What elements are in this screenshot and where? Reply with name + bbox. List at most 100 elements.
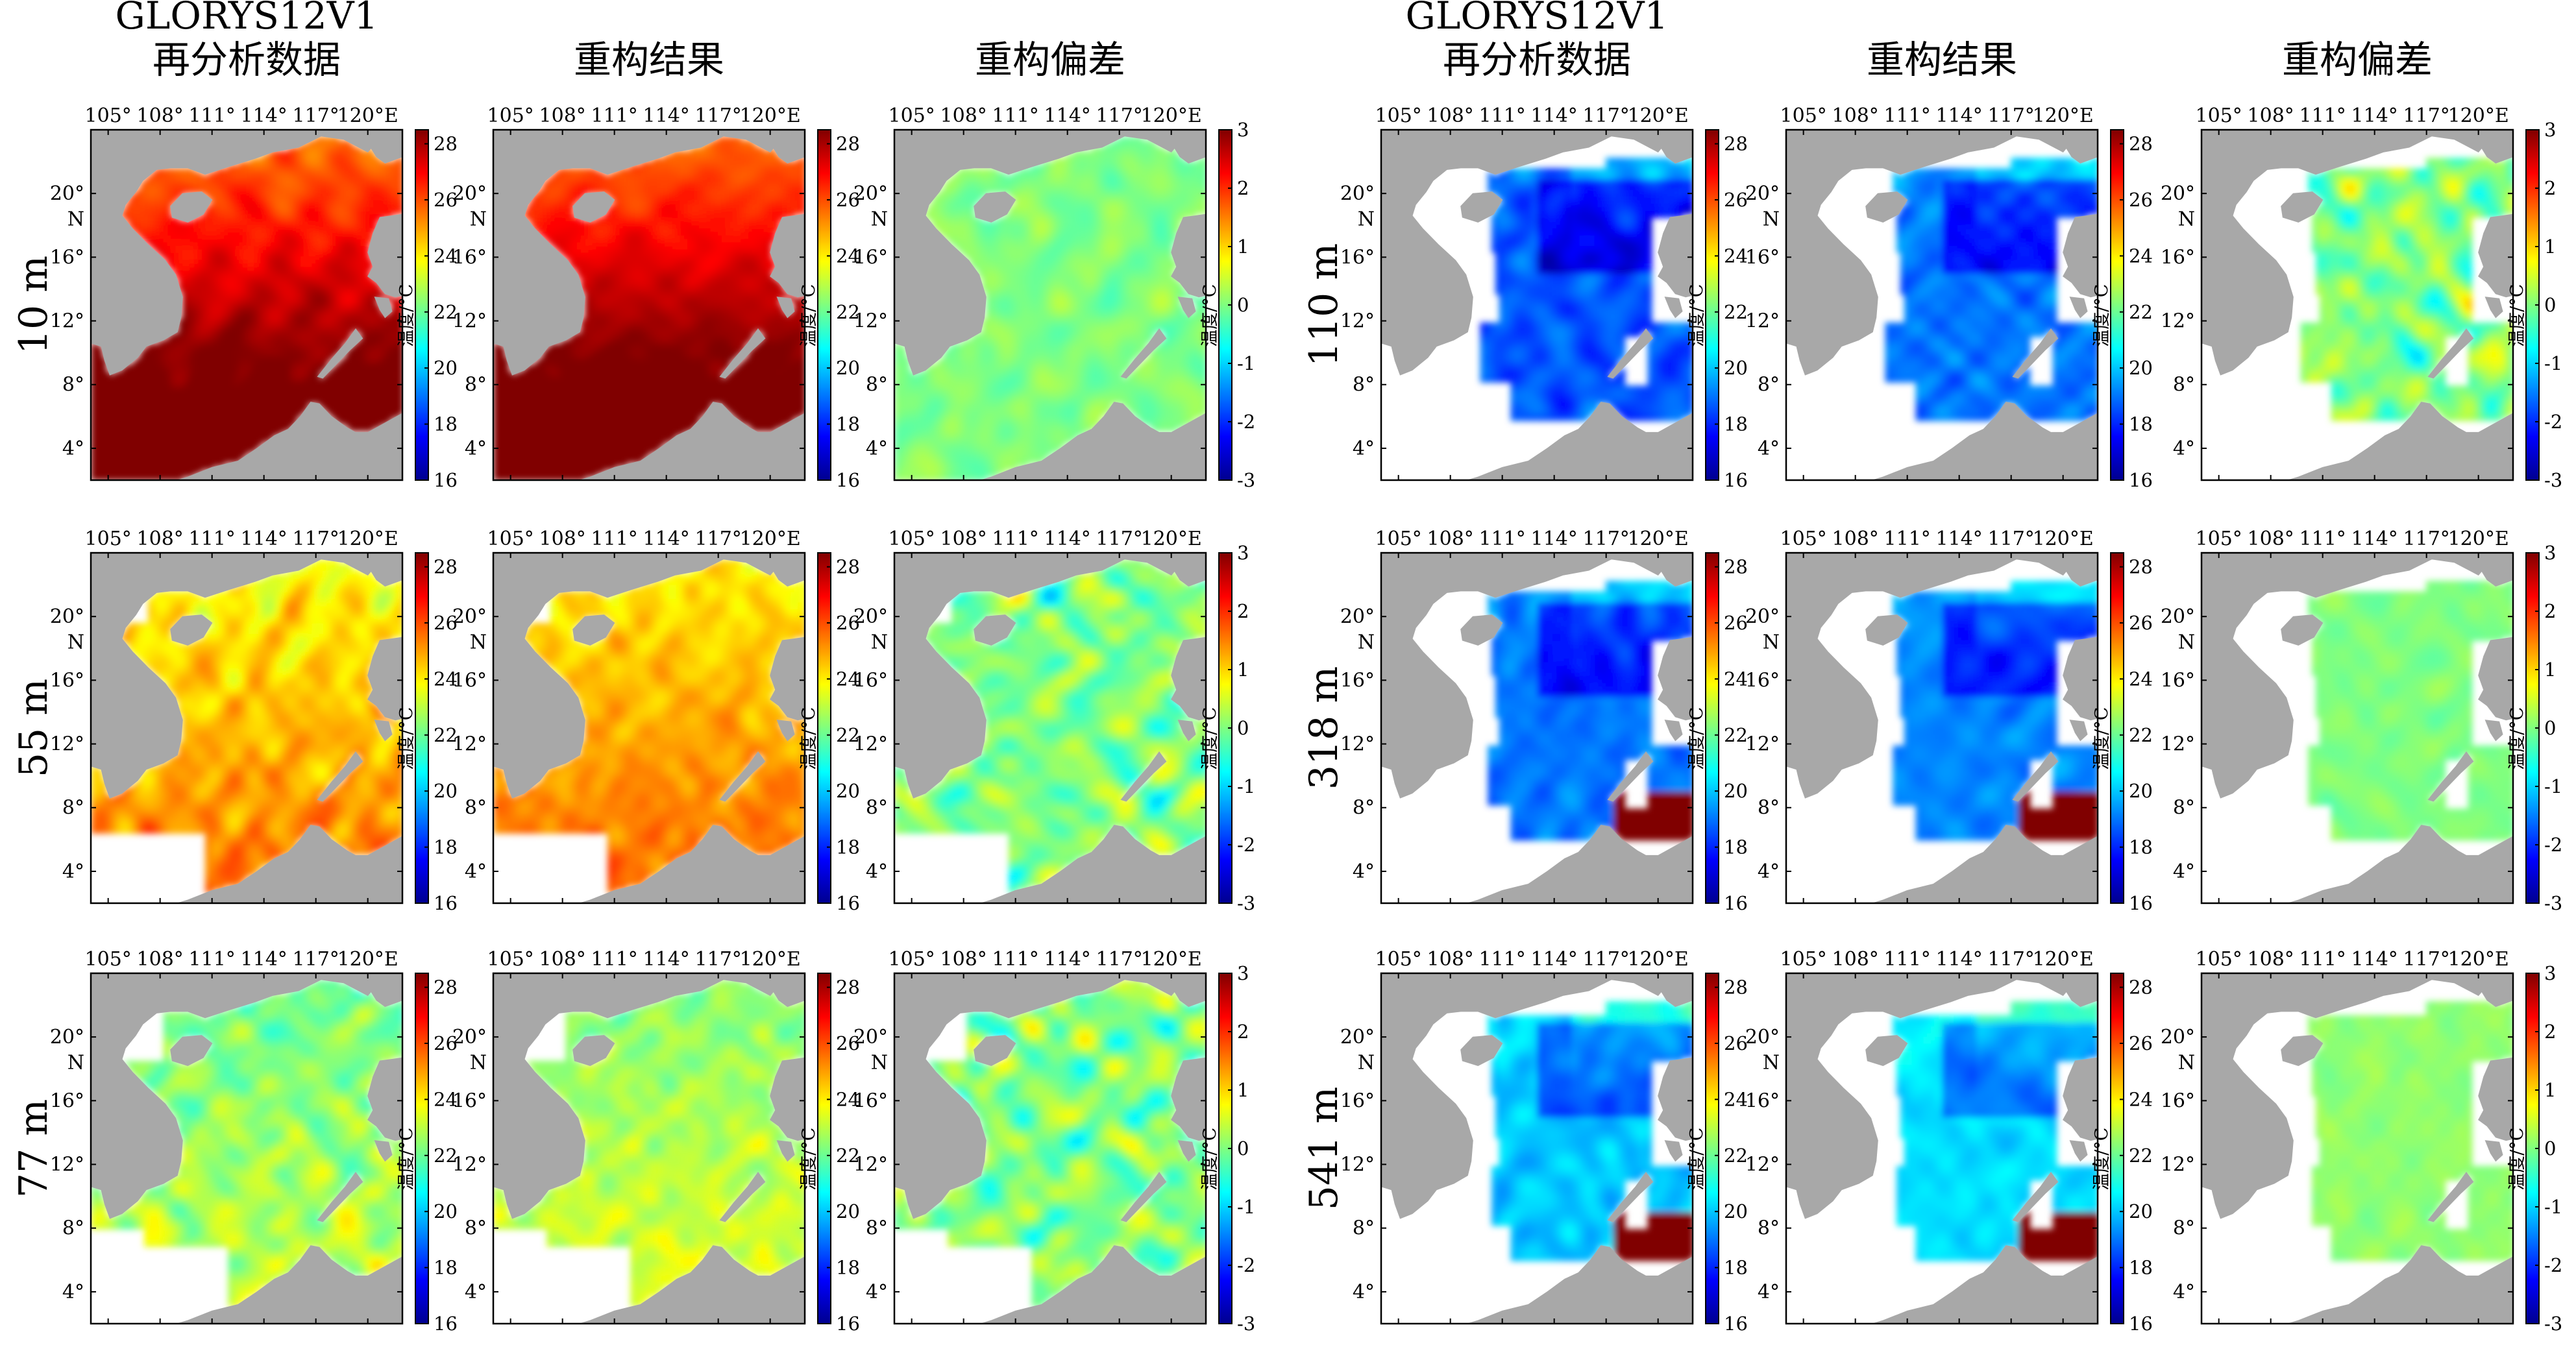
colorbar-label: 温度/°C	[397, 1128, 417, 1191]
x-tick-label: 111°	[1479, 104, 1526, 127]
colorbar-tick-label: 22	[2129, 301, 2153, 323]
colorbar-tick-label: 3	[2544, 119, 2556, 141]
colorbar-tick-label: 22	[2129, 724, 2153, 746]
y-tick-label: 20°	[50, 1026, 84, 1049]
panel-10m-reconstruction	[493, 114, 831, 481]
colorbar-tick-label: 18	[434, 413, 458, 435]
y-tick-label: 20°	[853, 605, 888, 628]
colorbar-tick-label: 18	[1724, 413, 1748, 435]
colorbar-tick-label: 24	[1724, 668, 1748, 690]
x-tick-label: 117°	[1988, 104, 2035, 127]
y-tick-label: 4°	[465, 860, 487, 883]
x-tick-label: 114°	[643, 528, 690, 550]
colorbar-tick-label: 1	[1237, 659, 1249, 681]
panel-55m-reanalysis	[91, 537, 428, 904]
y-tick-label: 4°	[1758, 1281, 1780, 1304]
colorbar-tick-label: 24	[1724, 245, 1748, 267]
y-tick-label: 8°	[866, 797, 888, 819]
x-tick-label: 111°	[992, 948, 1039, 971]
x-tick-label: 105°	[487, 948, 534, 971]
y-tick-label: 8°	[1353, 1217, 1375, 1240]
depth-label: 10 m	[11, 256, 56, 354]
y-tick-label: 8°	[1758, 1217, 1780, 1240]
x-tick-label: 111°	[189, 528, 236, 550]
x-tick-label: 117°	[293, 528, 339, 550]
x-tick-label: 114°	[2351, 104, 2398, 127]
colorbar-tick-label: 0	[1237, 294, 1249, 316]
x-tick-label: 114°	[1531, 104, 1578, 127]
panel-10m-reanalysis	[91, 114, 428, 481]
y-tick-label: 20°	[452, 182, 487, 205]
colorbar-tick-label: 28	[836, 977, 860, 999]
colorbar-label: 温度/°C	[1200, 284, 1220, 347]
colorbar-tick-label: 0	[2544, 294, 2556, 316]
x-tick-label: 108°	[2248, 104, 2294, 127]
colorbar-tick-label: 18	[836, 836, 860, 858]
colorbar-tick-label: 2	[1237, 177, 1249, 199]
y-tick-label: 20°	[1340, 182, 1375, 205]
x-tick-label: 120°E	[2448, 528, 2509, 550]
x-tick-label: 120°E	[1141, 948, 1202, 971]
colorbar-tick-label: 26	[1724, 612, 1748, 634]
x-tick-label: 117°	[2403, 948, 2450, 971]
colorbar-tick-label: -3	[2544, 892, 2562, 914]
colorbar-label: 温度/°C	[1687, 707, 1707, 770]
x-tick-label: 114°	[1936, 528, 1983, 550]
colorbar-tick-label: 16	[836, 1313, 860, 1335]
colorbar-tick-label: 28	[1724, 556, 1748, 578]
column-title: GLORYS12V1	[1406, 0, 1669, 38]
y-tick-label: 4°	[1353, 860, 1375, 883]
x-tick-label: 111°	[591, 528, 638, 550]
y-tick-label: 20°	[1745, 1026, 1780, 1049]
colorbar-tick-label: 0	[2544, 717, 2556, 739]
colorbar-label: 温度/°C	[1687, 284, 1707, 347]
y-tick-label: N	[2178, 208, 2195, 230]
y-tick-label: N	[67, 631, 84, 653]
panel-10m-bias	[894, 114, 1232, 481]
x-tick-label: 117°	[293, 948, 339, 971]
panel-55m-bias	[894, 537, 1232, 904]
y-tick-label: 12°	[2161, 1154, 2195, 1176]
colorbar-tick-label: 18	[836, 1257, 860, 1279]
x-tick-label: 120°E	[337, 528, 399, 550]
colorbar-tick-label: -2	[2544, 411, 2562, 433]
y-tick-label: 20°	[1745, 605, 1780, 628]
colorbar-tick-label: 26	[2129, 189, 2153, 211]
y-tick-label: 8°	[465, 797, 487, 819]
x-tick-label: 108°	[137, 104, 184, 127]
x-tick-label: 114°	[1044, 104, 1091, 127]
x-tick-label: 108°	[940, 528, 987, 550]
x-tick-label: 117°	[1583, 104, 1630, 127]
y-tick-label: 4°	[2173, 860, 2195, 883]
y-tick-label: 12°	[1745, 733, 1780, 756]
colorbar-tick-label: 28	[2129, 977, 2153, 999]
x-tick-label: 120°E	[2448, 948, 2509, 971]
y-tick-label: 8°	[62, 1217, 84, 1240]
y-tick-label: 12°	[452, 310, 487, 333]
colorbar-label: 温度/°C	[2507, 1128, 2527, 1191]
x-tick-label: 105°	[1780, 104, 1827, 127]
y-tick-label: 20°	[1340, 1026, 1375, 1049]
x-tick-label: 108°	[2248, 528, 2294, 550]
x-tick-label: 105°	[889, 104, 935, 127]
colorbar-tick-label: 28	[434, 133, 458, 155]
y-tick-label: 16°	[452, 246, 487, 269]
colorbar	[1706, 973, 1719, 1324]
colorbar-tick-label: 20	[836, 357, 860, 379]
colorbar-tick-label: 16	[434, 469, 458, 491]
y-tick-label: 4°	[465, 1281, 487, 1304]
colorbar-tick-label: 16	[1724, 1313, 1748, 1335]
panel-318m-bias	[2202, 537, 2539, 904]
y-tick-label: 8°	[2173, 374, 2195, 396]
colorbar-tick-label: 24	[2129, 668, 2153, 690]
colorbar-tick-label: 20	[1724, 357, 1748, 379]
colorbar-label: 温度/°C	[1687, 1128, 1707, 1191]
y-tick-label: 12°	[853, 1154, 888, 1176]
column-title: 重构结果	[1867, 38, 2017, 82]
x-tick-label: 120°E	[740, 104, 801, 127]
x-tick-label: 105°	[1375, 104, 1422, 127]
colorbar-tick-label: 18	[1724, 1257, 1748, 1279]
colorbar-tick-label: 20	[1724, 1200, 1748, 1222]
y-tick-label: 16°	[2161, 1089, 2195, 1112]
